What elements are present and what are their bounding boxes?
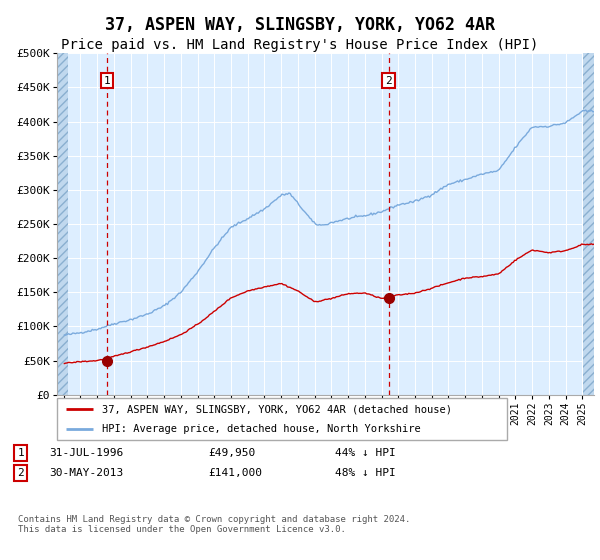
Text: 2: 2 [17, 468, 24, 478]
Text: 44% ↓ HPI: 44% ↓ HPI [335, 449, 395, 458]
Text: 2: 2 [385, 76, 392, 86]
Bar [583, 53, 594, 395]
Text: Contains HM Land Registry data © Crown copyright and database right 2024.
This d: Contains HM Land Registry data © Crown c… [18, 515, 410, 534]
Bar [57, 53, 68, 395]
Text: 30-MAY-2013: 30-MAY-2013 [49, 468, 124, 478]
Text: Price paid vs. HM Land Registry's House Price Index (HPI): Price paid vs. HM Land Registry's House … [61, 38, 539, 52]
Text: 1: 1 [17, 449, 24, 458]
Text: 37, ASPEN WAY, SLINGSBY, YORK, YO62 4AR (detached house): 37, ASPEN WAY, SLINGSBY, YORK, YO62 4AR … [102, 404, 452, 414]
Text: £49,950: £49,950 [208, 449, 255, 458]
Text: HPI: Average price, detached house, North Yorkshire: HPI: Average price, detached house, Nort… [102, 424, 421, 433]
Text: £141,000: £141,000 [208, 468, 262, 478]
Text: 1: 1 [104, 76, 110, 86]
FancyBboxPatch shape [57, 398, 507, 440]
Text: 37, ASPEN WAY, SLINGSBY, YORK, YO62 4AR: 37, ASPEN WAY, SLINGSBY, YORK, YO62 4AR [105, 16, 495, 34]
Text: 48% ↓ HPI: 48% ↓ HPI [335, 468, 395, 478]
Text: 31-JUL-1996: 31-JUL-1996 [49, 449, 124, 458]
